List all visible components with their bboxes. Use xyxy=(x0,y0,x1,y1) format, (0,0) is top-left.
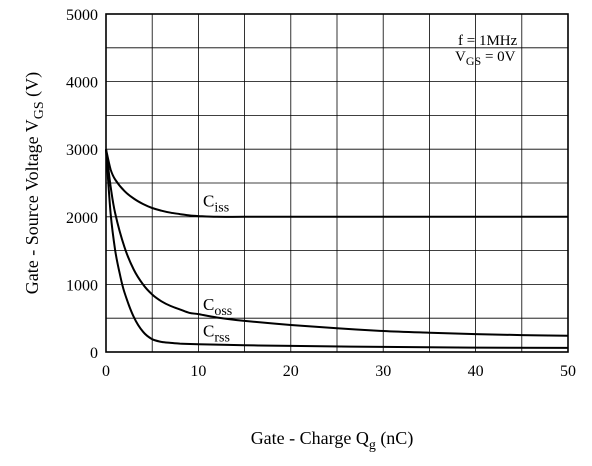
series-label-main: C xyxy=(203,295,214,314)
y-tick-label: 3000 xyxy=(66,142,98,159)
y-axis-label: Gate - Source Voltage VGS (V) xyxy=(22,72,47,294)
series-label-main: C xyxy=(203,192,214,211)
y-tick-label: 2000 xyxy=(66,210,98,227)
x-tick-label: 10 xyxy=(190,363,206,380)
series-label-sub: oss xyxy=(214,304,232,319)
y-tick-label: 5000 xyxy=(66,7,98,24)
series-label-oss: Coss xyxy=(203,295,232,319)
x-tick-label: 50 xyxy=(560,363,576,380)
series-line-iss xyxy=(105,148,568,218)
vgs-note-sub: GS xyxy=(466,54,481,68)
series-label-sub: iss xyxy=(214,201,229,216)
series-label-iss: Ciss xyxy=(203,192,229,216)
series-label-sub: rss xyxy=(214,330,230,345)
tick-labels: 0 10 20 30 40 50 0 1000 2000 3000 4000 5000 xyxy=(66,7,576,380)
x-axis-label-sub: g xyxy=(369,438,376,453)
plot-frame xyxy=(105,13,569,353)
frequency-note: f = 1MHz xyxy=(458,33,518,49)
x-axis-label-tail: (nC) xyxy=(376,428,414,449)
series-line-oss xyxy=(105,149,569,337)
x-tick-label: 30 xyxy=(375,363,391,380)
curves xyxy=(105,148,569,349)
vgs-note-tail: = 0V xyxy=(481,49,515,65)
y-axis-label-tail: (V) xyxy=(22,72,43,102)
y-axis-label-sub: GS xyxy=(32,101,47,119)
y-tick-label: 4000 xyxy=(66,75,98,92)
vgs-note: VGS = 0V xyxy=(455,49,516,68)
vgs-note-main: V xyxy=(455,49,466,65)
x-tick-label: 0 xyxy=(102,363,110,380)
series-label-rss: Crss xyxy=(203,321,230,345)
series-line-rss xyxy=(105,149,569,349)
y-tick-label: 1000 xyxy=(66,277,98,294)
y-axis-label-main: Gate - Source Voltage V xyxy=(22,119,42,294)
y-tick-label: 0 xyxy=(90,345,98,362)
series-label-main: C xyxy=(203,321,214,340)
x-axis-label: Gate - Charge Qg (nC) xyxy=(251,428,414,453)
x-tick-label: 20 xyxy=(283,363,299,380)
x-axis-label-main: Gate - Charge Q xyxy=(251,428,369,448)
x-tick-label: 40 xyxy=(468,363,484,380)
